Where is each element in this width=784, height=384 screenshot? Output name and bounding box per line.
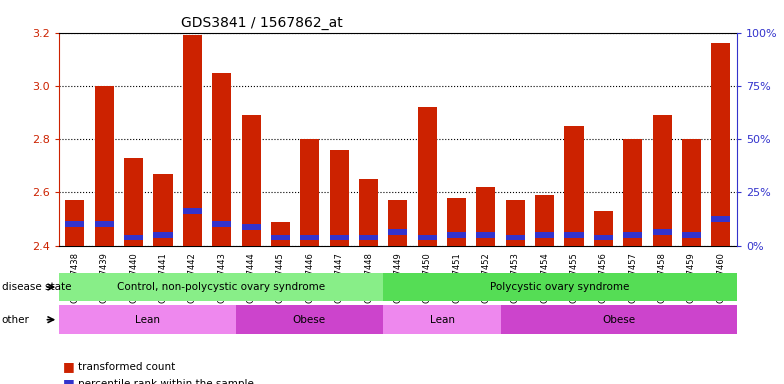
Bar: [623, 232, 642, 238]
Bar: [329, 235, 349, 240]
Bar: [383, 305, 501, 334]
Bar: [154, 174, 172, 246]
Bar: [183, 208, 202, 214]
Text: Lean: Lean: [430, 314, 455, 325]
Bar: [477, 187, 495, 246]
Bar: [711, 43, 731, 246]
Bar: [652, 229, 672, 235]
Bar: [388, 229, 408, 235]
Bar: [447, 198, 466, 246]
Bar: [59, 305, 236, 334]
Text: ■: ■: [63, 360, 74, 373]
Bar: [154, 232, 172, 238]
Bar: [593, 235, 613, 240]
Bar: [388, 200, 408, 246]
Bar: [564, 232, 583, 238]
Bar: [535, 232, 554, 238]
Bar: [652, 115, 672, 246]
Bar: [236, 305, 383, 334]
Text: Control, non-polycystic ovary syndrome: Control, non-polycystic ovary syndrome: [117, 282, 325, 292]
Bar: [623, 139, 642, 246]
Bar: [383, 273, 737, 301]
Text: Polycystic ovary syndrome: Polycystic ovary syndrome: [490, 282, 630, 292]
Bar: [300, 139, 319, 246]
Bar: [59, 273, 383, 301]
Bar: [711, 216, 731, 222]
Bar: [65, 221, 85, 227]
Bar: [183, 35, 202, 246]
Bar: [418, 235, 437, 240]
Bar: [682, 139, 701, 246]
Bar: [418, 107, 437, 246]
Bar: [359, 235, 378, 240]
Bar: [241, 224, 260, 230]
Bar: [124, 235, 143, 240]
Bar: [506, 200, 524, 246]
Text: Obese: Obese: [602, 314, 636, 325]
Bar: [477, 232, 495, 238]
Bar: [501, 305, 737, 334]
Text: ■: ■: [63, 377, 74, 384]
Bar: [212, 73, 231, 246]
Text: Lean: Lean: [135, 314, 160, 325]
Bar: [95, 86, 114, 246]
Text: Obese: Obese: [293, 314, 326, 325]
Bar: [65, 200, 85, 246]
Bar: [506, 235, 524, 240]
Bar: [447, 232, 466, 238]
Bar: [535, 195, 554, 246]
Bar: [300, 235, 319, 240]
Text: disease state: disease state: [2, 282, 71, 292]
Bar: [593, 211, 613, 246]
Bar: [271, 222, 290, 246]
Bar: [271, 235, 290, 240]
Text: transformed count: transformed count: [78, 362, 176, 372]
Bar: [564, 126, 583, 246]
Text: other: other: [2, 314, 30, 325]
Bar: [682, 232, 701, 238]
Bar: [95, 221, 114, 227]
Bar: [241, 115, 260, 246]
Text: GDS3841 / 1567862_at: GDS3841 / 1567862_at: [181, 16, 343, 30]
Text: percentile rank within the sample: percentile rank within the sample: [78, 379, 254, 384]
Bar: [329, 150, 349, 246]
Bar: [212, 221, 231, 227]
Bar: [359, 179, 378, 246]
Bar: [124, 158, 143, 246]
